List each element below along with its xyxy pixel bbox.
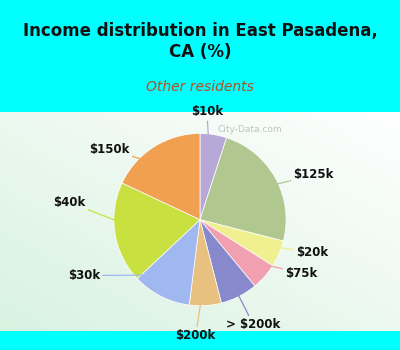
Wedge shape [122,134,200,220]
Wedge shape [200,220,255,303]
Text: Income distribution in East Pasadena,
CA (%): Income distribution in East Pasadena, CA… [23,22,377,61]
Wedge shape [137,220,200,305]
Text: > $200k: > $200k [226,275,280,331]
Text: $150k: $150k [90,142,167,167]
Wedge shape [200,134,227,220]
Text: $30k: $30k [68,269,172,282]
Wedge shape [189,220,222,306]
Wedge shape [200,220,283,266]
Wedge shape [200,138,286,241]
Wedge shape [200,220,273,286]
Text: $75k: $75k [246,261,318,280]
Text: $20k: $20k [257,244,328,259]
Text: Other residents: Other residents [146,80,254,94]
Text: $200k: $200k [176,281,216,342]
Text: $40k: $40k [53,196,139,229]
Text: $10k: $10k [191,105,223,159]
Text: $125k: $125k [254,168,334,190]
Text: City-Data.com: City-Data.com [217,125,282,134]
Wedge shape [114,183,200,279]
